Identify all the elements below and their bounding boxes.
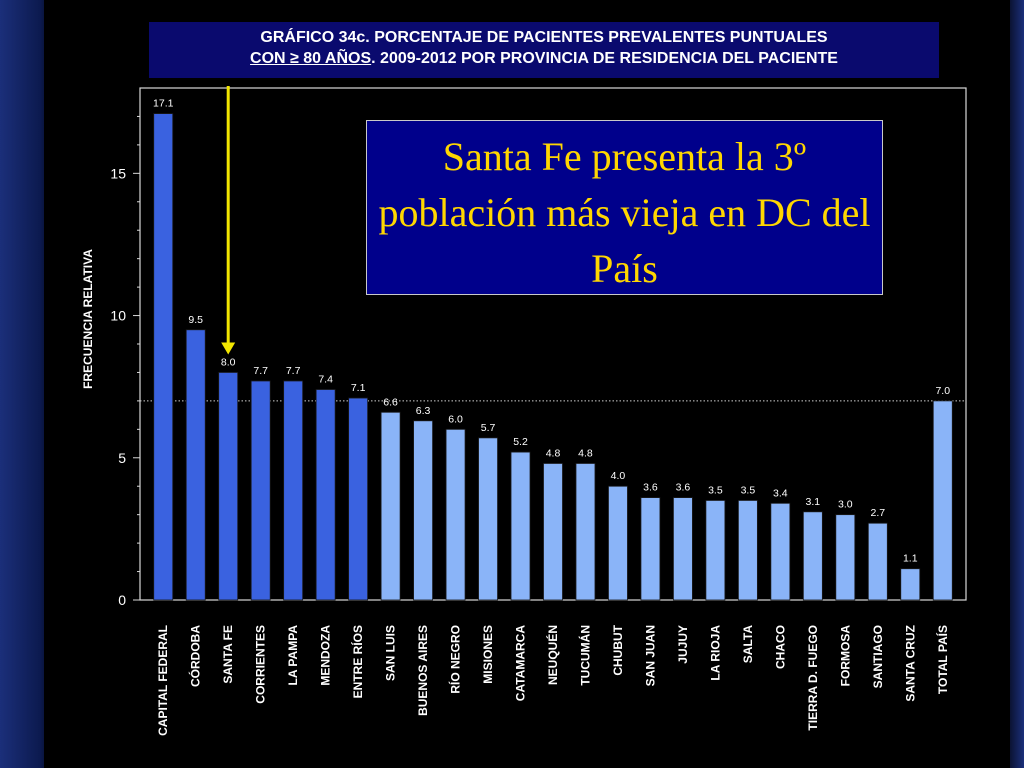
bar [380,411,401,601]
x-tick-label: SALTA [741,625,755,664]
bar-value-label: 8.0 [221,356,236,368]
x-tick-label: SAN LUIS [384,625,398,681]
x-tick-label: MISIONES [481,625,495,684]
chart-title-line2: CON ≥ 80 AÑOS. 2009-2012 POR PROVINCIA D… [149,48,939,69]
bar-value-label: 7.0 [935,385,950,397]
y-axis-label: FRECUENCIA RELATIVA [81,249,95,389]
x-tick-label: FORMOSA [838,625,852,687]
bar-value-label: 17.1 [153,98,174,110]
bar-value-label: 2.7 [870,507,885,519]
x-tick-label: LA RIOJA [708,625,722,681]
x-tick-label: NEUQUÉN [545,625,560,685]
chart-title: GRÁFICO 34c. PORCENTAJE DE PACIENTES PRE… [149,22,939,78]
bar [575,463,596,601]
bar [770,502,791,601]
bar-value-label: 6.6 [383,396,398,408]
x-tick-label: TOTAL PAÍS [935,625,950,694]
bar-value-label: 5.2 [513,436,528,448]
x-tick-label: TIERRA D. FUEGO [806,625,820,731]
bar [250,380,271,601]
bar [867,522,888,601]
y-tick-label: 10 [110,308,126,324]
bar [348,397,369,601]
bar-value-label: 4.8 [578,447,593,459]
highlight-arrow-head [221,342,236,355]
x-tick-label: JUJUY [676,625,690,664]
x-tick-label: CAPITAL FEDERAL [156,625,170,736]
bar [283,380,304,601]
x-tick-label: MENDOZA [319,625,333,686]
bar-value-label: 4.0 [611,470,626,482]
x-tick-label: CÓRDOBA [188,625,203,687]
callout-box: Santa Fe presenta la 3º población más vi… [366,120,883,295]
x-tick-label: RÍO NEGRO [448,625,463,694]
x-tick-label: TUCUMÁN [577,625,592,686]
bar-value-label: 3.6 [676,482,691,494]
bar [543,463,563,601]
bar [153,113,174,601]
chart-title-rest: . 2009-2012 POR PROVINCIA DE RESIDENCIA … [371,50,838,67]
bar [218,372,239,601]
bar [185,329,206,601]
bar [705,500,726,601]
bar [673,497,693,601]
bar-value-label: 3.6 [643,482,658,494]
bar [510,451,531,601]
bar-value-label: 3.1 [806,496,821,508]
bar [932,400,953,601]
bar [640,497,661,601]
x-tick-label: SANTIAGO [871,625,885,688]
bar-value-label: 3.0 [838,499,853,511]
bar [478,437,498,601]
chart-title-underlined: CON ≥ 80 AÑOS [250,50,372,67]
bar-value-label: 7.1 [351,382,366,394]
bar-value-label: 6.0 [448,413,463,425]
bar-value-label: 3.5 [708,484,723,496]
bar-value-label: 1.1 [903,553,918,565]
y-tick-label: 5 [118,450,126,466]
x-tick-label: SANTA FE [221,625,235,684]
x-tick-label: LA PAMPA [286,625,300,686]
bar-value-label: 7.7 [253,365,268,377]
callout-text: Santa Fe presenta la 3º población más vi… [378,134,871,291]
bar-value-label: 3.5 [741,484,756,496]
bar-value-label: 5.7 [481,422,496,434]
bar-value-label: 9.5 [188,314,203,326]
x-tick-label: CHACO [773,625,787,669]
bar [315,389,336,601]
y-tick-label: 15 [110,165,126,181]
x-tick-label: CHUBUT [611,624,625,675]
bar [900,568,921,601]
x-tick-label: BUENOS AIRES [416,625,430,716]
bar [608,485,628,601]
bar [802,511,823,601]
bar [835,514,856,601]
bar [413,420,433,601]
y-tick-label: 0 [118,592,126,608]
x-tick-label: CORRIENTES [254,625,268,704]
x-tick-label: SANTA CRUZ [903,625,917,702]
chart-title-line1: GRÁFICO 34c. PORCENTAJE DE PACIENTES PRE… [260,29,828,46]
bar-value-label: 6.3 [416,405,431,417]
bar-value-label: 4.8 [546,447,561,459]
x-tick-label: ENTRE RÍOS [350,625,365,698]
bar-value-label: 3.4 [773,487,788,499]
bar [737,500,758,601]
x-tick-label: SAN JUAN [643,625,657,686]
bar-value-label: 7.4 [318,374,333,386]
bar-value-label: 7.7 [286,365,301,377]
bar [445,428,466,601]
x-tick-label: CATAMARCA [514,625,528,702]
